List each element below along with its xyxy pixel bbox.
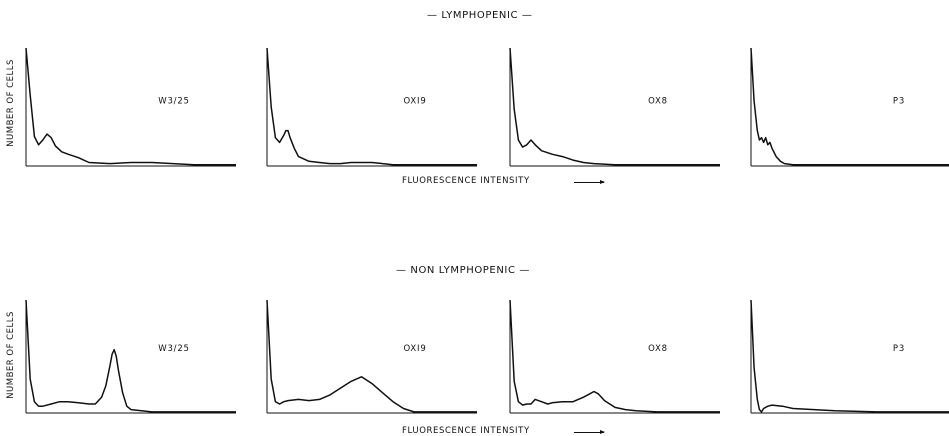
x-axis-arrow-top [574, 180, 605, 184]
panel-label: W3/25 [158, 96, 190, 106]
panel-label: OX8 [648, 344, 668, 354]
histogram-curve [266, 299, 477, 413]
panel-label: OXI9 [403, 344, 426, 354]
x-axis-arrow-bottom [574, 430, 605, 434]
histogram-curve [25, 47, 236, 166]
section-title-lymphopenic: — LYMPHOPENIC — [427, 10, 533, 21]
histogram-curve [750, 47, 949, 166]
x-axis-label-top: FLUORESCENCE INTENSITY [402, 176, 530, 186]
histogram-curve [750, 299, 949, 413]
x-axis-label-bottom: FLUORESCENCE INTENSITY [402, 426, 530, 436]
panel-label: OXI9 [403, 96, 426, 106]
histogram-curve [509, 299, 720, 413]
panel-label: W3/25 [158, 344, 190, 354]
panel-label: P3 [893, 96, 905, 106]
histogram-curve [509, 47, 720, 166]
histogram-curve [266, 47, 477, 166]
section-title-non-lymphopenic: — NON LYMPHOPENIC — [396, 265, 530, 276]
panel-label: P3 [893, 344, 905, 354]
panel-label: OX8 [648, 96, 668, 106]
histogram-curve [25, 299, 236, 413]
